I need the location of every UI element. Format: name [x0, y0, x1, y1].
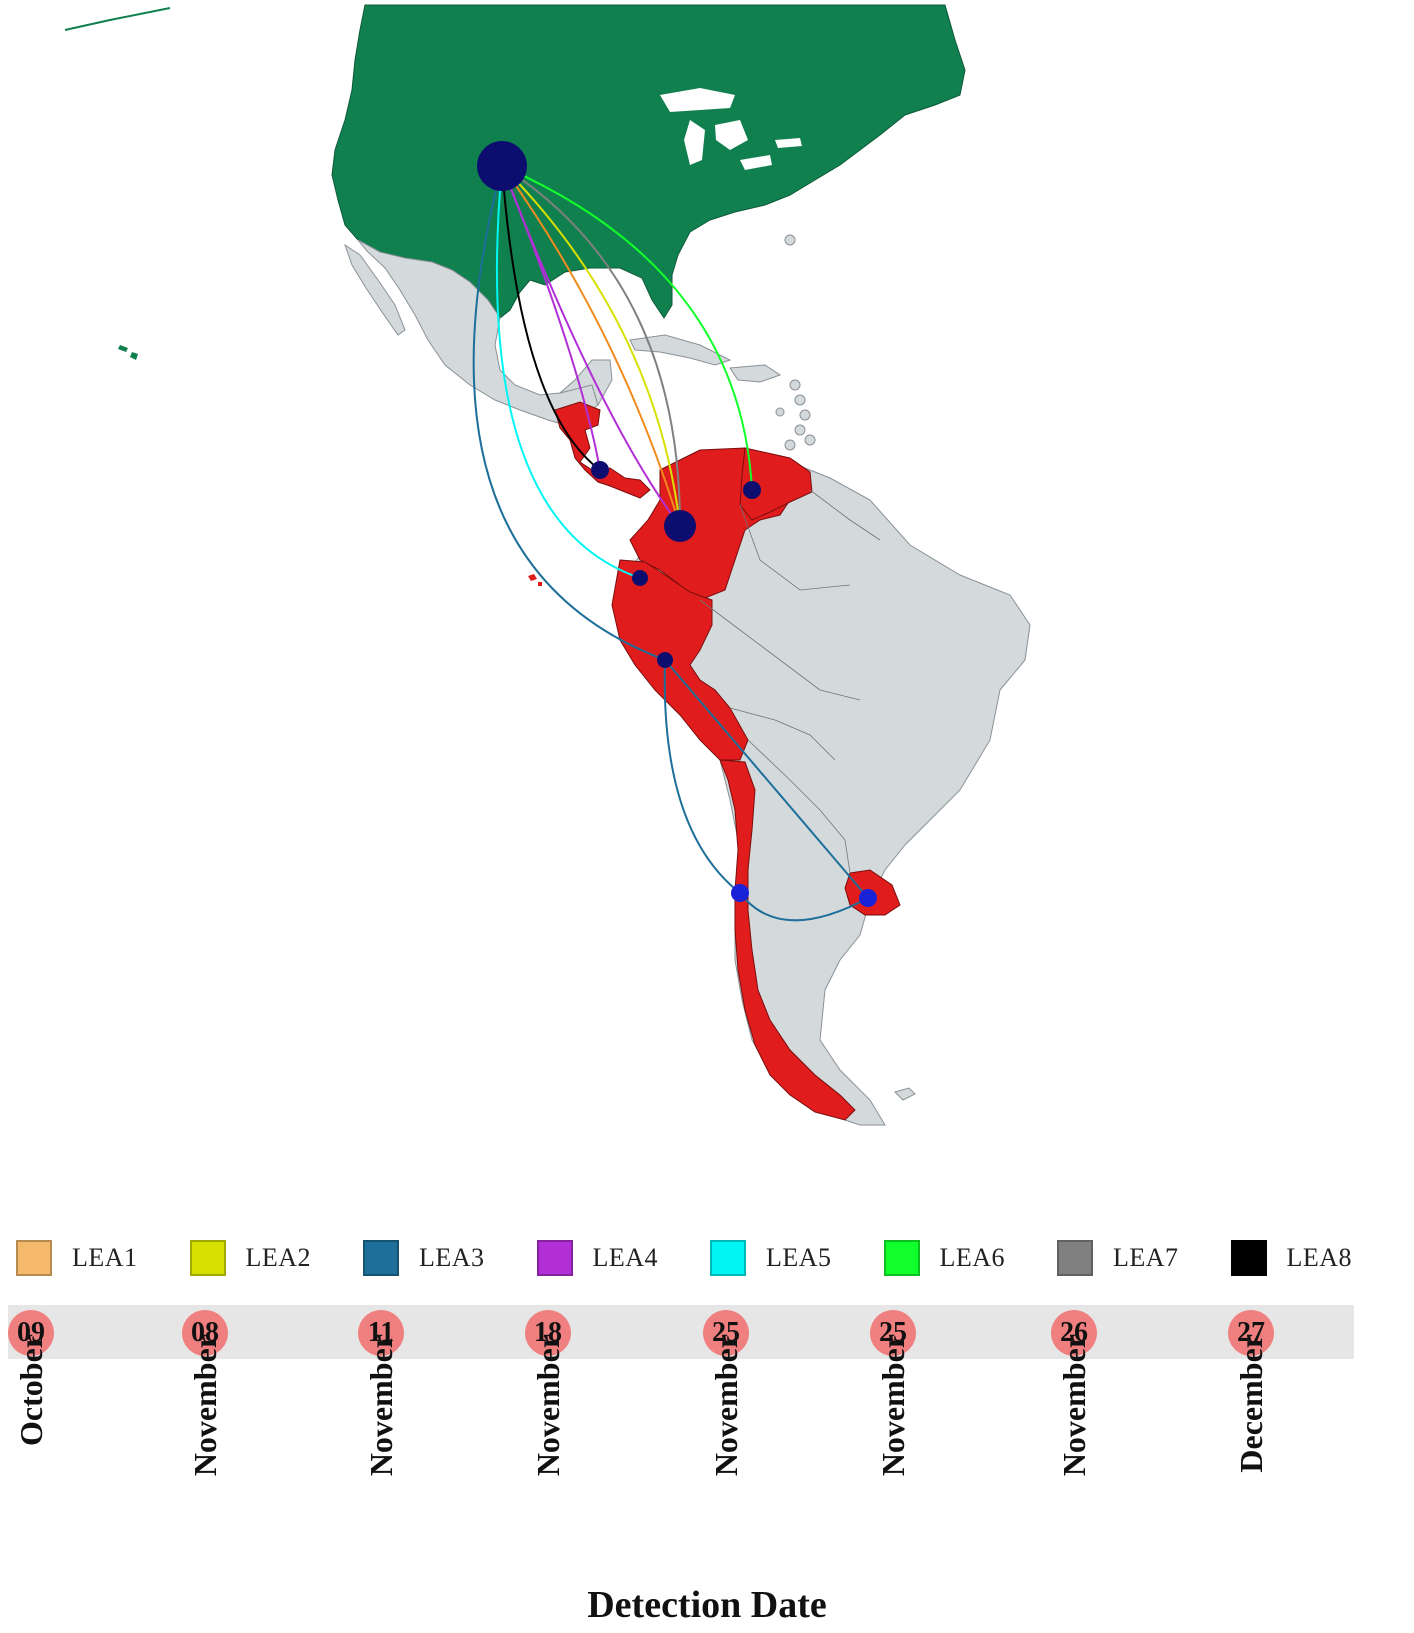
baja-california	[344, 243, 406, 336]
venezuela-detected	[739, 447, 813, 521]
great-lakes	[660, 88, 802, 170]
node-central-america	[591, 461, 609, 479]
day-badge: 09	[8, 1310, 54, 1356]
route-curves	[472, 165, 869, 922]
month-label: November	[875, 1334, 911, 1477]
country-borders	[699, 489, 881, 874]
node-uruguay	[859, 889, 877, 907]
caribbean-islands	[775, 234, 816, 451]
node-venezuela	[743, 481, 761, 499]
day-badge: 18	[525, 1310, 571, 1356]
americas-map	[64, 4, 1031, 1126]
timeline-band	[8, 1305, 1354, 1359]
legend-item-lea7: LEA7	[1057, 1236, 1179, 1280]
falkland-islands	[894, 1087, 916, 1101]
day-badge: 27	[1228, 1310, 1274, 1356]
legend-swatch	[536, 1240, 573, 1276]
route-lea3-a	[472, 165, 666, 661]
central-america-detected	[554, 401, 651, 499]
legend-item-lea6: LEA6	[883, 1236, 1006, 1280]
node-colombia	[664, 510, 696, 542]
hispaniola-island	[729, 364, 782, 383]
day-badge: 25	[870, 1310, 916, 1356]
month-label: October	[13, 1334, 49, 1446]
legend-swatch	[363, 1240, 399, 1276]
legend-swatch	[710, 1240, 746, 1276]
axis-title: Detection Date	[587, 1584, 827, 1626]
legend-label: LEA3	[419, 1243, 485, 1272]
route-lea7	[501, 165, 681, 527]
legend-label: LEA8	[1286, 1243, 1353, 1272]
legend-item-lea5: LEA5	[710, 1236, 832, 1280]
route-lea3-d	[739, 892, 869, 922]
legend-item-lea3: LEA3	[363, 1236, 485, 1280]
month-label: November	[530, 1334, 566, 1477]
hawaii-islands	[118, 345, 138, 360]
node-chile	[731, 884, 749, 902]
legend: LEA1 LEA2 LEA3 LEA4 LEA5 LEA6 LEA7 LEA8	[0, 1236, 1414, 1286]
legend-label: LEA5	[766, 1243, 832, 1272]
route-lea1	[501, 165, 681, 527]
north-america-green-region	[331, 4, 966, 319]
month-label: November	[187, 1334, 223, 1477]
detection-nodes	[477, 141, 877, 907]
galapagos-islands	[528, 574, 542, 586]
legend-swatch	[189, 1240, 226, 1276]
node-usa	[477, 141, 527, 191]
route-lea2	[501, 165, 681, 527]
day-badge: 25	[703, 1310, 749, 1356]
legend-label: LEA1	[72, 1243, 138, 1272]
day-badge: 08	[182, 1310, 228, 1356]
node-peru	[657, 652, 673, 668]
legend-label: LEA2	[245, 1243, 312, 1272]
legend-label: LEA7	[1113, 1243, 1179, 1272]
legend-swatch	[883, 1240, 920, 1276]
legend-swatch	[1230, 1240, 1267, 1276]
month-label: November	[363, 1334, 399, 1477]
cuba-island	[629, 334, 732, 366]
day-badge: 11	[358, 1310, 404, 1356]
legend-item-lea8: LEA8	[1230, 1236, 1353, 1280]
month-label: November	[708, 1334, 744, 1477]
route-lea5	[495, 165, 641, 579]
month-label: December	[1233, 1334, 1269, 1473]
route-lea3-c	[663, 659, 741, 894]
legend-swatch	[1057, 1240, 1093, 1276]
route-lea8	[501, 165, 601, 471]
route-lea3-b	[664, 659, 869, 899]
node-ecuador	[632, 570, 648, 586]
legend-swatch	[16, 1240, 52, 1276]
day-badge: 26	[1051, 1310, 1097, 1356]
legend-item-lea4: LEA4	[536, 1236, 659, 1280]
legend-item-lea2: LEA2	[189, 1236, 312, 1280]
route-lea6	[501, 165, 753, 491]
month-label: November	[1056, 1334, 1092, 1477]
route-lea4-b	[501, 165, 681, 527]
legend-label: LEA4	[592, 1243, 659, 1272]
aleutian-islands	[64, 7, 171, 31]
legend-item-lea1: LEA1	[16, 1236, 138, 1280]
legend-label: LEA6	[939, 1243, 1006, 1272]
